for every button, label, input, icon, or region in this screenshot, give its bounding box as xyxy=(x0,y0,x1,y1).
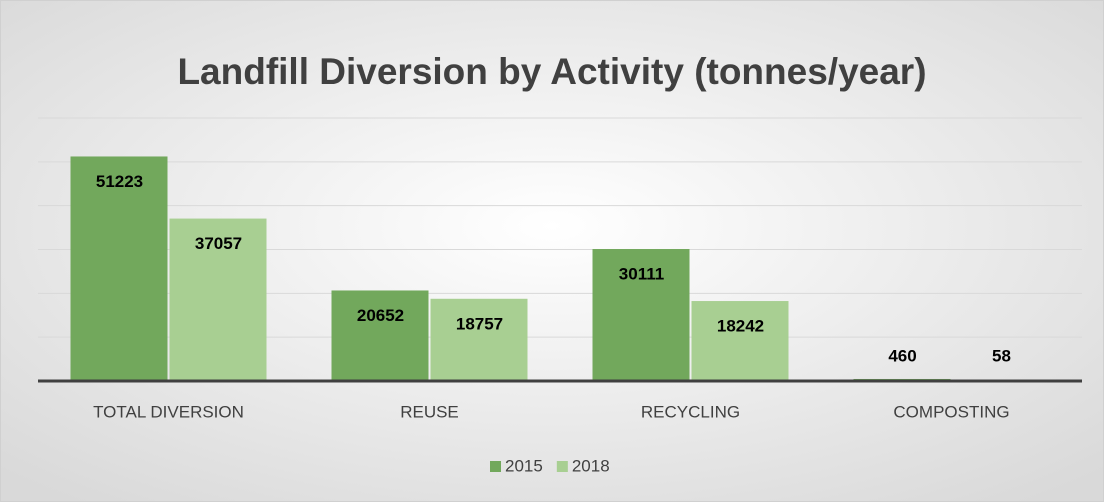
data-label: 18757 xyxy=(456,314,503,333)
bar xyxy=(430,298,528,381)
x-tick-label: COMPOSTING xyxy=(893,402,1009,421)
bar xyxy=(691,301,789,381)
data-label: 51223 xyxy=(96,172,143,191)
bar xyxy=(169,218,267,381)
chart-title: Landfill Diversion by Activity (tonnes/y… xyxy=(177,51,926,92)
data-label: 58 xyxy=(992,346,1011,365)
data-label: 20652 xyxy=(357,306,404,325)
data-label: 18242 xyxy=(717,317,764,336)
x-tick-label: REUSE xyxy=(400,402,459,421)
data-label: 30111 xyxy=(619,264,664,283)
x-tick-label: TOTAL DIVERSION xyxy=(93,402,244,421)
data-label: 37057 xyxy=(195,234,242,253)
legend: 2015 2018 xyxy=(490,456,610,475)
legend-label: 2018 xyxy=(572,456,610,475)
bar xyxy=(592,249,690,381)
bar xyxy=(331,290,429,381)
legend-label: 2015 xyxy=(505,456,543,475)
data-label: 460 xyxy=(888,346,916,365)
legend-swatch xyxy=(556,461,568,472)
legend-swatch xyxy=(490,461,501,472)
x-tick-label: RECYCLING xyxy=(641,402,740,421)
bar xyxy=(70,156,168,381)
